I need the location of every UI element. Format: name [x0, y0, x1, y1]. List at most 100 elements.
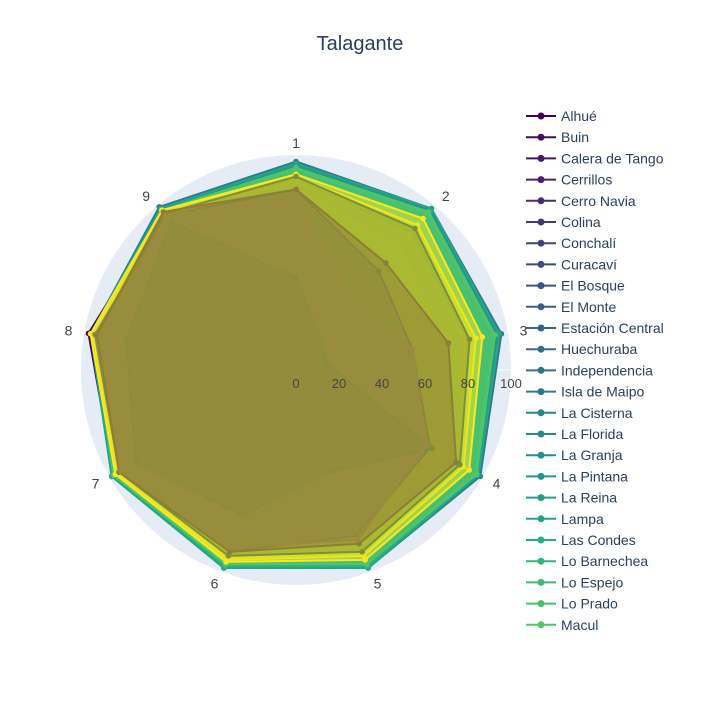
legend-item[interactable]: Independencia — [526, 362, 653, 378]
data-point — [492, 332, 498, 338]
angular-axis-labels: 1 2 3 4 5 6 7 8 9 — [65, 135, 528, 591]
legend-item[interactable]: Las Condes — [526, 532, 636, 548]
legend-marker — [537, 112, 545, 120]
legend-item[interactable]: Colina — [526, 214, 601, 230]
data-point — [348, 301, 355, 307]
legend-label: La Pintana — [561, 468, 628, 484]
legend-label: El Bosque — [561, 278, 625, 294]
legend-marker — [537, 303, 545, 311]
legend-marker — [537, 557, 545, 565]
legend-marker — [537, 218, 545, 226]
data-point — [425, 209, 432, 215]
legend-marker — [537, 154, 545, 162]
data-point — [118, 468, 124, 474]
legend-item[interactable]: El Monte — [526, 299, 616, 315]
legend-item[interactable]: Buin — [526, 129, 589, 145]
legend-label: Colina — [561, 214, 601, 230]
legend-marker — [537, 324, 545, 332]
legend-item[interactable]: Alhué — [526, 108, 597, 124]
data-point — [423, 442, 430, 449]
radial-tick-label: 60 — [418, 376, 432, 391]
legend-marker — [537, 345, 545, 353]
legend-marker — [537, 282, 545, 290]
data-point — [409, 346, 416, 353]
legend-label: El Monte — [561, 299, 616, 315]
legend-item[interactable]: Curacaví — [526, 256, 617, 272]
legend-label: La Florida — [561, 426, 623, 442]
legend-item[interactable]: La Cisterna — [526, 405, 633, 421]
legend-item[interactable]: Lo Prado — [526, 596, 618, 612]
data-point — [445, 340, 452, 346]
legend-label: Independencia — [561, 362, 653, 378]
legend-item[interactable]: La Florida — [526, 426, 623, 442]
series-layer — [85, 158, 505, 571]
legend-label: Las Condes — [561, 532, 636, 548]
radial-tick-labels: 0 20 40 60 80 100 — [292, 376, 521, 391]
data-point — [383, 260, 389, 266]
legend-item[interactable]: Macul — [526, 617, 598, 633]
series-area — [100, 196, 428, 549]
legend-item[interactable]: Huechuraba — [526, 341, 637, 357]
legend-item[interactable]: La Pintana — [526, 468, 628, 484]
legend-marker — [537, 515, 545, 523]
legend-item[interactable]: Calera de Tango — [526, 150, 664, 166]
data-point — [293, 160, 299, 167]
legend-item[interactable]: Cerro Navia — [526, 193, 636, 209]
legend-label: Cerro Navia — [561, 193, 636, 209]
data-point — [228, 545, 235, 551]
legend-marker — [537, 260, 545, 268]
legend-item[interactable]: La Reina — [526, 490, 617, 506]
data-point — [420, 215, 426, 222]
legend-marker — [537, 451, 545, 459]
radial-tick-label: 0 — [292, 376, 299, 391]
legend-marker — [537, 578, 545, 586]
legend-marker — [537, 176, 545, 184]
data-point — [359, 549, 366, 555]
legend-label: Isla de Maipo — [561, 384, 644, 400]
legend-marker — [537, 600, 545, 608]
angular-tick-label: 9 — [142, 188, 150, 204]
legend-marker — [537, 197, 545, 205]
angular-tick-label: 2 — [442, 188, 450, 204]
data-point — [362, 557, 368, 563]
angular-tick-label: 1 — [292, 135, 300, 151]
legend-label: Lo Espejo — [561, 574, 623, 590]
legend-label: Lo Prado — [561, 596, 618, 612]
legend-item[interactable]: Lampa — [526, 511, 604, 527]
legend-item[interactable]: La Granja — [526, 447, 623, 463]
legend-label: Conchalí — [561, 235, 616, 251]
legend-label: La Reina — [561, 490, 617, 506]
legend-label: La Cisterna — [561, 405, 633, 421]
angular-tick-label: 5 — [374, 575, 382, 591]
angular-tick-label: 3 — [520, 323, 528, 339]
legend-marker — [537, 409, 545, 417]
legend-label: Lo Barnechea — [561, 553, 648, 569]
data-point — [466, 336, 473, 343]
legend-item[interactable]: Estación Central — [526, 320, 664, 336]
legend-marker — [537, 239, 545, 247]
angular-tick-label: 6 — [211, 575, 219, 591]
legend-item[interactable]: Lo Barnechea — [526, 553, 648, 569]
data-point — [293, 186, 299, 193]
legend-label: Lampa — [561, 511, 604, 527]
legend[interactable]: Alhué Buin Calera de Tango Cerrillos Cerro N… — [526, 108, 664, 633]
legend-label: Curacaví — [561, 256, 617, 272]
radial-tick-label: 40 — [375, 376, 389, 391]
legend-marker — [537, 388, 545, 396]
data-point — [473, 471, 480, 478]
chart-title: Talagante — [317, 33, 404, 55]
legend-label: Alhué — [561, 108, 597, 124]
legend-label: Buin — [561, 129, 589, 145]
legend-item[interactable]: Lo Espejo — [526, 574, 623, 590]
data-point — [94, 332, 100, 338]
legend-marker — [537, 494, 545, 502]
angular-tick-label: 7 — [92, 476, 100, 492]
legend-label: Macul — [561, 617, 598, 633]
legend-item[interactable]: Cerrillos — [526, 172, 612, 188]
legend-item[interactable]: Isla de Maipo — [526, 384, 644, 400]
angular-tick-label: 8 — [65, 323, 73, 339]
legend-item[interactable]: El Bosque — [526, 278, 625, 294]
data-point — [496, 331, 503, 338]
legend-item[interactable]: Conchalí — [526, 235, 616, 251]
